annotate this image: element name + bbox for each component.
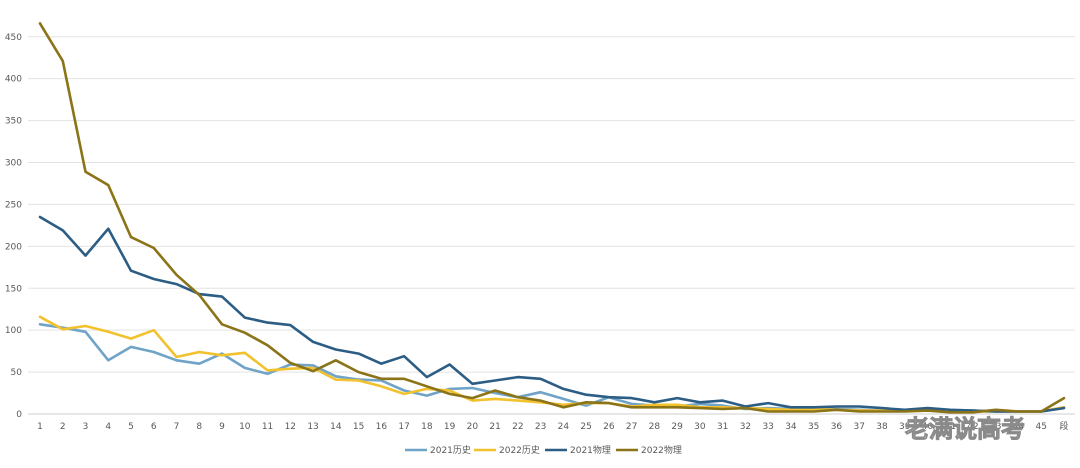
x-tick-label: 29 xyxy=(671,422,683,432)
x-tick-label: 34 xyxy=(785,422,797,432)
y-tick-label: 450 xyxy=(5,33,22,43)
x-tick-label: 38 xyxy=(876,422,888,432)
watermark-text: 老满说高考 xyxy=(905,415,1025,443)
gridlines xyxy=(28,36,1075,373)
y-axis-ticks: 0 50 100 150 200 250 300 350 400 450 xyxy=(5,33,22,420)
x-tick-label: 13 xyxy=(307,422,318,432)
series-line-4 xyxy=(38,22,1066,414)
x-tick-label: 7 xyxy=(174,422,180,432)
x-tick-label: 4 xyxy=(105,422,111,432)
x-tick-label: 11 xyxy=(262,422,273,432)
x-tick-label: 段 xyxy=(1059,420,1068,432)
x-tick-label: 15 xyxy=(353,422,364,432)
x-tick-label: 1 xyxy=(37,422,43,432)
x-tick-label: 44 xyxy=(1013,422,1025,432)
x-tick-label: 19 xyxy=(444,422,456,432)
legend-label-1: 2021历史 xyxy=(430,444,471,456)
y-tick-label: 50 xyxy=(11,368,23,378)
x-tick-label: 37 xyxy=(853,422,864,432)
x-tick-label: 43 xyxy=(990,422,1001,432)
x-tick-label: 41 xyxy=(944,422,955,432)
x-tick-label: 27 xyxy=(626,422,637,432)
x-tick-label: 36 xyxy=(831,422,843,432)
x-tick-label: 14 xyxy=(330,422,342,432)
x-tick-label: 30 xyxy=(694,422,706,432)
x-tick-label: 18 xyxy=(421,422,433,432)
x-tick-label: 10 xyxy=(239,422,251,432)
x-axis-ticks: 1 2 3 4 5 6 7 8 9 10 11 12 13 14 15 16 17 18 19 20 21 22 23 24 2… xyxy=(37,420,1068,432)
legend-label-4: 2022物理 xyxy=(641,444,682,456)
y-tick-label: 100 xyxy=(5,326,22,336)
y-tick-label: 250 xyxy=(5,200,22,210)
series-lines xyxy=(38,22,1066,414)
x-tick-label: 9 xyxy=(219,422,225,432)
series-line-1 xyxy=(38,322,1066,413)
x-tick-label: 3 xyxy=(83,422,89,432)
x-tick-label: 5 xyxy=(128,422,134,432)
y-tick-label: 400 xyxy=(5,75,22,85)
x-tick-label: 22 xyxy=(512,422,523,432)
x-tick-label: 16 xyxy=(376,422,388,432)
x-tick-label: 35 xyxy=(808,422,819,432)
x-tick-label: 45 xyxy=(1036,422,1047,432)
x-tick-label: 24 xyxy=(558,422,570,432)
series-line-3 xyxy=(38,215,1066,413)
x-tick-label: 31 xyxy=(717,422,728,432)
x-tick-label: 33 xyxy=(762,422,773,432)
y-tick-label: 300 xyxy=(5,159,22,169)
x-tick-label: 26 xyxy=(603,422,615,432)
legend-label-3: 2021物理 xyxy=(570,444,611,456)
y-tick-label: 0 xyxy=(16,410,22,420)
x-tick-label: 17 xyxy=(398,422,409,432)
x-tick-label: 39 xyxy=(899,422,911,432)
x-tick-label: 2 xyxy=(60,422,66,432)
y-tick-label: 350 xyxy=(5,117,22,127)
y-tick-label: 200 xyxy=(5,242,22,252)
legend-label-2: 2022历史 xyxy=(499,444,540,456)
x-tick-label: 12 xyxy=(285,422,296,432)
x-tick-label: 42 xyxy=(967,422,978,432)
x-tick-label: 40 xyxy=(922,422,934,432)
x-tick-label: 28 xyxy=(649,422,661,432)
x-tick-label: 6 xyxy=(151,422,157,432)
x-tick-label: 25 xyxy=(580,422,591,432)
x-tick-label: 32 xyxy=(740,422,751,432)
x-tick-label: 8 xyxy=(196,422,202,432)
x-tick-label: 23 xyxy=(535,422,546,432)
y-tick-label: 150 xyxy=(5,284,22,294)
legend: 2021历史 2022历史 2021物理 2022物理 xyxy=(405,444,682,456)
x-tick-label: 21 xyxy=(489,422,500,432)
x-tick-label: 20 xyxy=(467,422,479,432)
